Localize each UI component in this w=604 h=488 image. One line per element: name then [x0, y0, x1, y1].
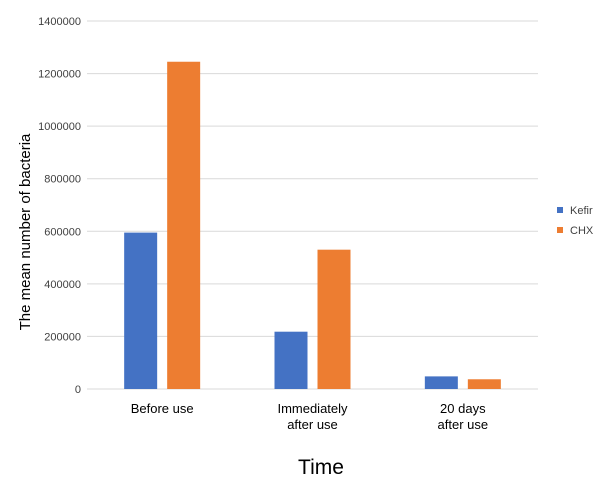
y-tick-label: 200000 — [44, 331, 81, 343]
legend-label-kefir: Kefir — [570, 205, 593, 217]
x-axis-label: Time — [298, 456, 344, 479]
y-tick-label: 600000 — [44, 226, 81, 238]
legend-label-chx: CHX — [570, 225, 594, 237]
y-tick-label: 800000 — [44, 174, 81, 186]
bar-chx-3 — [467, 379, 501, 389]
x-category-label: after use — [287, 417, 338, 432]
bar-kefir-3 — [424, 376, 458, 389]
gridlines — [87, 20, 538, 390]
legend-swatch-chx — [557, 227, 563, 233]
y-tick-label: 1200000 — [38, 69, 81, 81]
y-tick-label: 1000000 — [38, 121, 81, 133]
x-category-label: 20 days — [440, 401, 486, 416]
x-category-label: Before use — [131, 401, 194, 416]
y-tick-label: 400000 — [44, 279, 81, 291]
bar-kefir-2 — [274, 331, 308, 389]
bars — [124, 61, 501, 389]
x-category-label: after use — [438, 417, 489, 432]
x-category-label: Immediately — [277, 401, 348, 416]
bar-chx-1 — [167, 61, 201, 389]
bar-chx-2 — [317, 249, 351, 389]
y-tick-label: 1400000 — [38, 16, 81, 28]
y-axis-ticks: 0 200000 400000 600000 800000 1000000 1200000 1… — [38, 16, 81, 396]
y-tick-label: 0 — [75, 384, 81, 396]
legend-swatch-kefir — [557, 207, 563, 213]
legend: Kefir CHX — [557, 205, 594, 237]
bar-kefir-1 — [124, 232, 158, 389]
y-axis-label: The mean number of bacteria — [17, 133, 34, 330]
